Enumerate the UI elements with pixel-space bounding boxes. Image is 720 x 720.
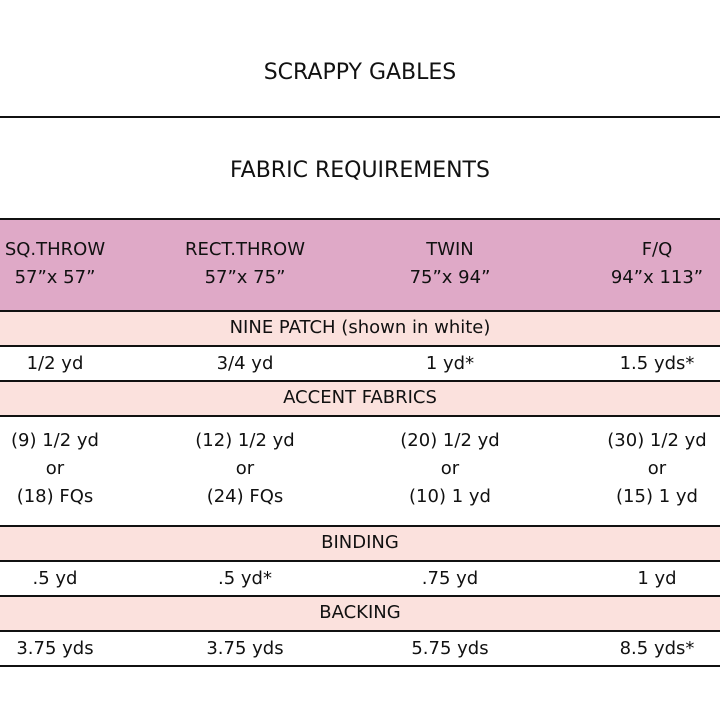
- value-cell: (20) 1/2 yd: [400, 430, 500, 451]
- divider: [0, 116, 720, 118]
- row-border: [0, 415, 720, 417]
- section-row: [0, 527, 720, 560]
- column-size: 57”x 75”: [204, 267, 286, 288]
- column-name: TWIN: [426, 239, 474, 260]
- value-cell: .75 yd: [421, 568, 479, 589]
- section-title: NINE PATCH (shown in white): [229, 317, 491, 338]
- section-title: BINDING: [321, 532, 399, 553]
- header-row: [0, 220, 720, 310]
- section-row: [0, 382, 720, 415]
- row-border: [0, 665, 720, 667]
- column-size: 94”x 113”: [610, 267, 704, 288]
- value-cell: 8.5 yds*: [619, 638, 695, 659]
- value-cell: (12) 1/2 yd: [195, 430, 295, 451]
- value-cell: 1.5 yds*: [619, 353, 695, 374]
- value-cell: (9) 1/2 yd: [11, 430, 99, 451]
- value-cell: 3/4 yd: [216, 353, 274, 374]
- column-size: 57”x 57”: [14, 267, 96, 288]
- column-name: SQ.THROW: [4, 239, 106, 260]
- value-cell: or: [440, 458, 460, 479]
- value-cell: .5 yd: [32, 568, 78, 589]
- row-border: [0, 218, 720, 220]
- section-title: ACCENT FABRICS: [283, 387, 437, 408]
- title: SCRAPPY GABLES: [263, 60, 457, 85]
- value-cell: 3.75 yds: [206, 638, 284, 659]
- value-cell: (24) FQs: [206, 486, 284, 507]
- value-cell: .5 yd*: [218, 568, 272, 589]
- value-cell: (15) 1 yd: [616, 486, 698, 507]
- section-title: BACKING: [319, 602, 401, 623]
- row-border: [0, 345, 720, 347]
- value-cell: or: [647, 458, 667, 479]
- row-border: [0, 380, 720, 382]
- value-cell: 5.75 yds: [411, 638, 489, 659]
- row-border: [0, 595, 720, 597]
- section-row: [0, 597, 720, 630]
- value-cell: 3.75 yds: [16, 638, 94, 659]
- value-cell: or: [235, 458, 255, 479]
- value-cell: (30) 1/2 yd: [607, 430, 707, 451]
- row-border: [0, 630, 720, 632]
- section-row: [0, 312, 720, 345]
- value-cell: or: [45, 458, 65, 479]
- value-cell: (18) FQs: [16, 486, 94, 507]
- value-cell: 1/2 yd: [26, 353, 84, 374]
- subtitle: FABRIC REQUIREMENTS: [230, 158, 490, 183]
- row-border: [0, 310, 720, 312]
- value-cell: 1 yd*: [425, 353, 475, 374]
- column-name: RECT.THROW: [184, 239, 306, 260]
- row-border: [0, 560, 720, 562]
- value-cell: (10) 1 yd: [409, 486, 491, 507]
- row-border: [0, 525, 720, 527]
- column-name: F/Q: [641, 239, 673, 260]
- column-size: 75”x 94”: [409, 267, 491, 288]
- value-cell: 1 yd: [637, 568, 677, 589]
